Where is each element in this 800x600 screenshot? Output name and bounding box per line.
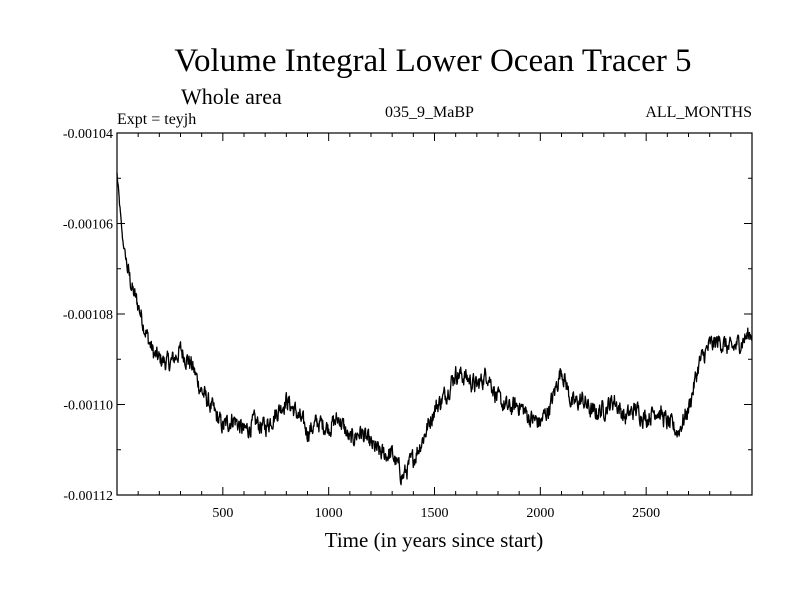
x-tick-label: 1500 xyxy=(421,506,449,521)
y-tick-label: -0.00104 xyxy=(63,127,113,142)
x-tick-label: 2500 xyxy=(632,506,660,521)
y-tick-label: -0.00110 xyxy=(63,399,113,414)
x-axis: 500 1000 1500 2000 2500 xyxy=(137,133,732,521)
run-label: 035_9_MaBP xyxy=(385,104,474,121)
y-tick-label: -0.00108 xyxy=(63,308,113,323)
plot-frame xyxy=(116,132,753,496)
x-tick-label: 2000 xyxy=(526,506,554,521)
x-axis-label: Time (in years since start) xyxy=(325,528,544,552)
y-tick-label: -0.00112 xyxy=(63,489,113,504)
chart-subtitle: Whole area xyxy=(181,84,282,109)
x-tick-label: 1000 xyxy=(315,506,343,521)
experiment-label: Expt = teyjh xyxy=(117,111,196,128)
x-tick-label: 500 xyxy=(212,506,233,521)
y-tick-label: -0.00106 xyxy=(63,218,113,233)
period-label: ALL_MONTHS xyxy=(645,104,752,121)
y-axis: -0.00104 -0.00106 -0.00108 -0.00110 -0.00112 xyxy=(63,127,752,504)
chart-title: Volume Integral Lower Ocean Tracer 5 xyxy=(174,43,691,79)
series-line xyxy=(116,172,753,486)
